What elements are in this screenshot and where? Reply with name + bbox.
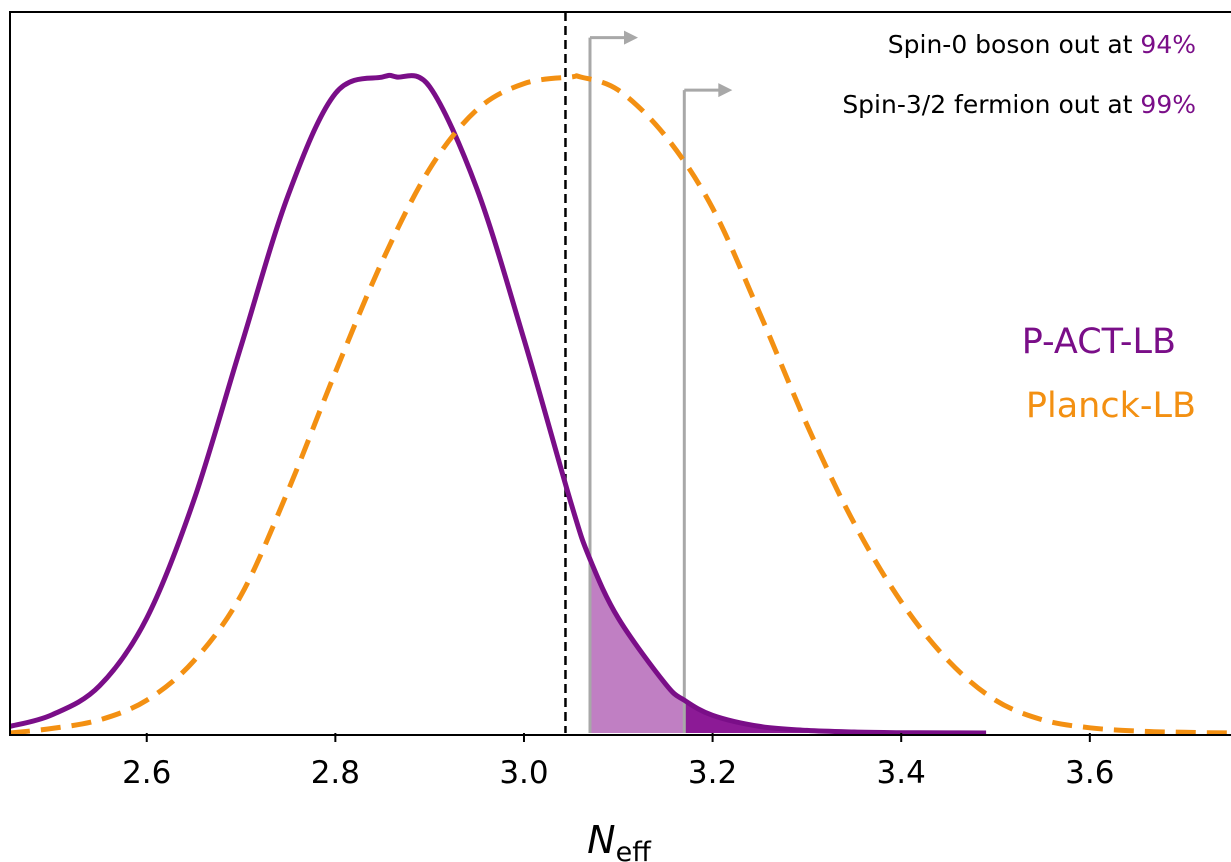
annotation-spin32-value: 99% (1140, 90, 1196, 119)
annotation-spin32: Spin-3/2 fermion out at 99% (842, 90, 1196, 119)
plot-frame (9, 11, 1231, 736)
x-axis-label: Neff (587, 818, 652, 862)
annotation-spin32-text: Spin-3/2 fermion out at (842, 90, 1140, 119)
x-tick-label: 2.6 (122, 755, 171, 791)
x-tick-label: 3.4 (877, 755, 926, 791)
series-curves (9, 72, 1231, 736)
x-tick-label: 3.2 (688, 755, 737, 791)
annotation-spin0-value: 94% (1140, 30, 1196, 59)
shaded-regions (590, 559, 987, 733)
vertical-markers (564, 12, 733, 733)
legend-entry-p-act-lb: P-ACT-LB (1022, 322, 1176, 362)
shaded-region-1 (684, 700, 987, 733)
legend-entry-planck-lb: Planck-LB (1026, 386, 1196, 426)
threshold-arrow-head-1 (623, 30, 638, 45)
x-axis-ticks: 2.6 2.8 3.0 3.2 3.4 3.6 (122, 733, 1114, 791)
annotation-spin0-text: Spin-0 boson out at (888, 30, 1141, 59)
x-tick-label: 3.0 (499, 755, 548, 791)
x-tick-label: 3.6 (1065, 755, 1114, 791)
series-line-planck-lb (9, 73, 1231, 736)
threshold-arrow-head-2 (718, 83, 733, 98)
x-axis-label-subscript: eff (616, 837, 653, 862)
series-line-p-act-lb (9, 72, 987, 736)
x-axis-label-main: N (587, 818, 615, 862)
annotation-spin0: Spin-0 boson out at 94% (888, 30, 1196, 59)
x-tick-label: 2.8 (311, 755, 360, 791)
